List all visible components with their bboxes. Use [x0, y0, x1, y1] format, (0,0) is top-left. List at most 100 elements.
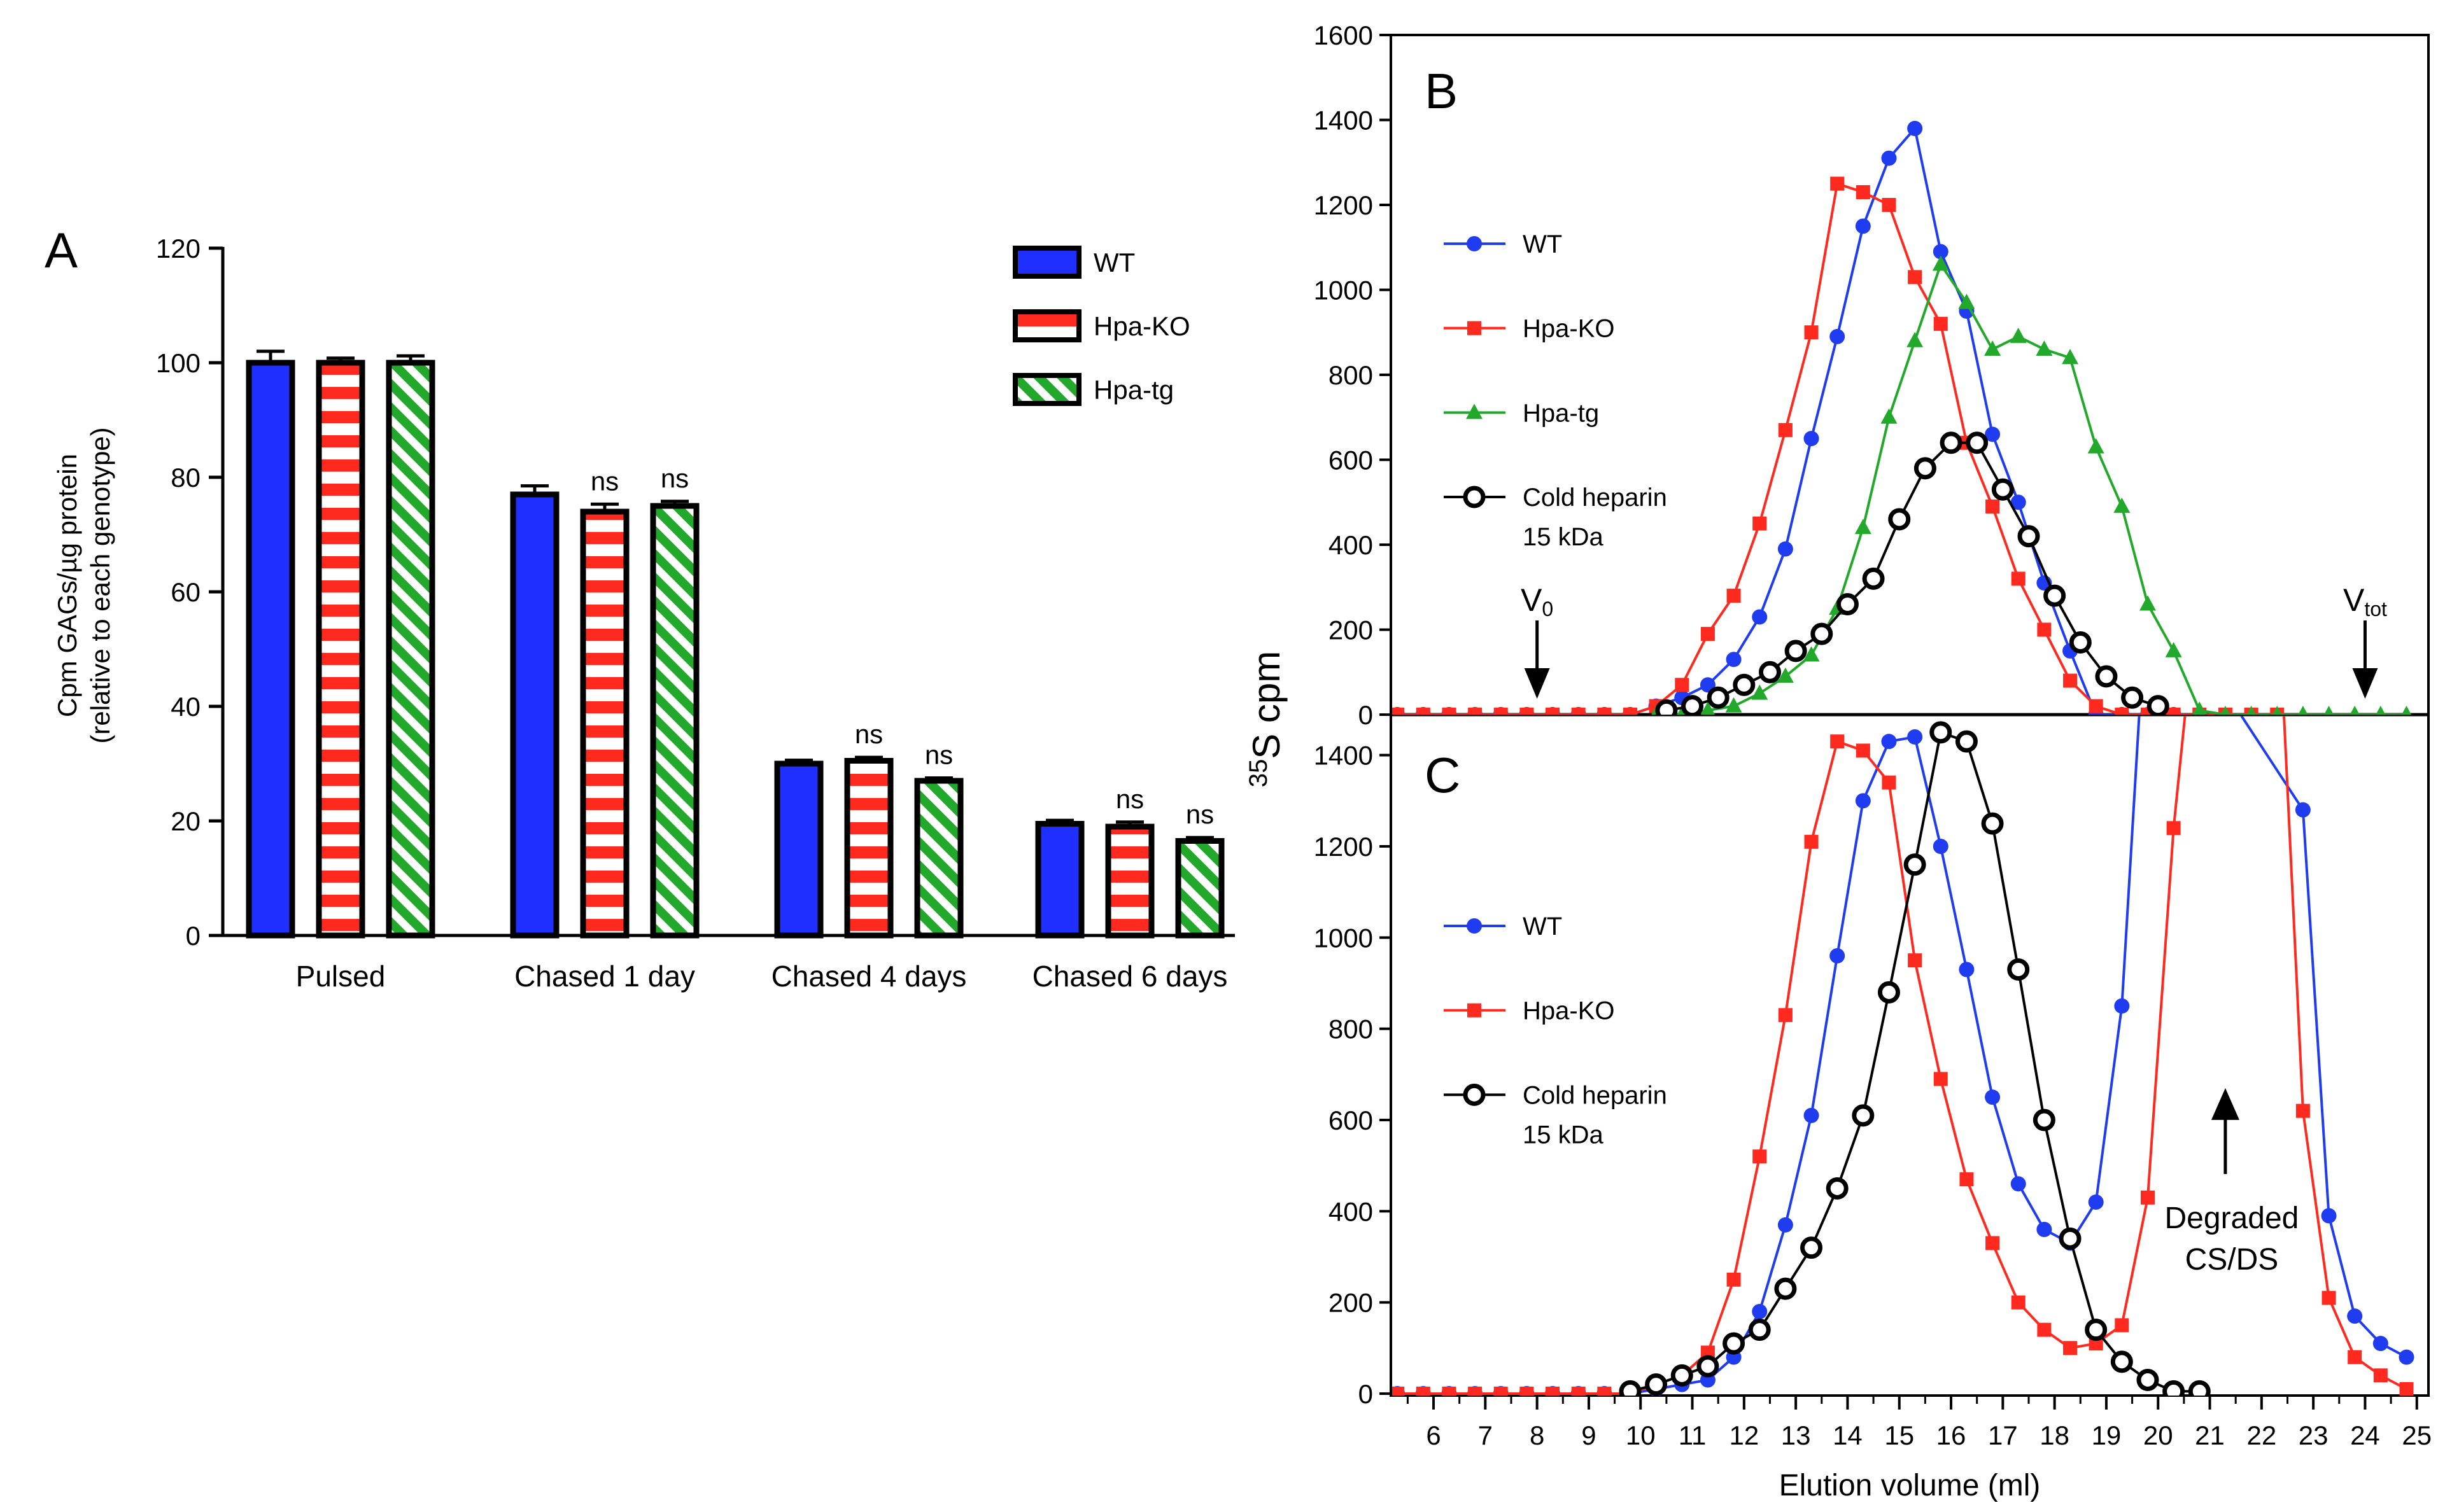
data-point-square	[2115, 1318, 2129, 1333]
c-x-tick-label: 17	[1988, 1420, 2018, 1450]
data-point-open-circle	[1966, 431, 1989, 454]
data-point-square	[1778, 423, 1793, 437]
c-legend-label-2: 15 kDa	[1523, 1121, 1603, 1149]
data-point-circle	[2372, 1336, 2388, 1352]
data-point-triangle	[2139, 595, 2156, 611]
data-point-square	[1856, 185, 1870, 199]
b-series-cold-heparin-15-kda	[1655, 431, 2169, 715]
data-point-square	[1519, 708, 1534, 715]
a-y-tick-label: 60	[171, 577, 201, 607]
data-point-circle	[1855, 793, 1871, 809]
data-point-square	[2348, 1350, 2362, 1364]
b-y-tick-label: 1400	[1314, 106, 1373, 136]
data-point-circle	[1726, 652, 1742, 668]
data-point-circle	[1985, 426, 2001, 442]
data-point-triangle	[1854, 519, 1871, 535]
b-annotation-sub: 0	[1542, 598, 1553, 620]
data-point-square	[2373, 1368, 2388, 1383]
panel-c-label: C	[1425, 747, 1460, 803]
data-point-triangle	[2087, 438, 2104, 454]
data-point-circle	[1803, 1107, 1819, 1123]
data-point-circle	[1959, 962, 1975, 977]
c-y-tick-label: 1400	[1314, 741, 1373, 771]
b-annotation-main: V	[1521, 582, 1542, 618]
data-point-circle	[1752, 609, 1768, 625]
data-point-triangle	[2036, 340, 2053, 356]
c-x-tick-label: 19	[2092, 1420, 2122, 1450]
c-y-tick-label: 600	[1328, 1105, 1373, 1135]
data-point-open-circle	[2095, 665, 2118, 688]
data-point-square	[2011, 571, 2026, 586]
data-point-circle	[1803, 431, 1819, 447]
c-series-hpa-ko	[1392, 716, 2414, 1396]
a-y-tick-label: 100	[156, 348, 201, 378]
data-point-circle	[2295, 802, 2311, 818]
data-point-open-circle	[1810, 622, 1833, 645]
data-point-circle	[1752, 1304, 1768, 1319]
data-point-circle	[2399, 1349, 2414, 1365]
b-annotation-arrow-head	[1524, 668, 1550, 699]
c-x-tick-label: 8	[1530, 1420, 1544, 1450]
a-bar	[1105, 823, 1155, 939]
data-point-triangle	[2113, 497, 2131, 513]
data-point-circle	[2010, 1176, 2026, 1192]
data-point-circle	[2010, 494, 2026, 510]
data-point-open-circle	[1862, 567, 1885, 590]
b-series-hpa-ko	[1392, 176, 2285, 715]
data-point-open-circle	[2110, 1350, 2133, 1373]
data-point-triangle	[2165, 641, 2182, 657]
data-point-open-circle	[1463, 486, 1486, 508]
b-annotation-label: Vtot	[2343, 582, 2387, 620]
c-annotation-line1: Degraded	[2165, 1201, 2299, 1235]
data-point-open-circle	[2033, 1109, 2055, 1131]
data-point-square	[1726, 589, 1741, 603]
data-point-open-circle	[1723, 1332, 1745, 1355]
b-series-line	[1397, 182, 2278, 715]
data-point-open-circle	[2085, 1319, 2108, 1341]
c-x-tick-label: 24	[2350, 1420, 2380, 1450]
data-point-triangle	[1803, 646, 1820, 662]
data-point-triangle	[2376, 706, 2386, 715]
data-point-circle	[2321, 1208, 2337, 1224]
data-point-triangle	[1906, 332, 1924, 347]
c-series-cold-heparin-15-kda	[1619, 721, 2211, 1396]
panel-a-bar-chart: A 0 20 40 60 80 100 120 ns ns ns ns ns ns Pulsed Cha…	[45, 222, 1235, 993]
a-bar	[1175, 838, 1225, 939]
a-ns-annotation: ns	[1116, 784, 1144, 814]
data-point-open-circle	[2069, 631, 2092, 654]
data-point-triangle	[1725, 697, 1742, 713]
data-point-triangle	[1932, 255, 1949, 271]
a-ns-annotation: ns	[925, 740, 953, 770]
data-point-square	[1416, 708, 1430, 715]
a-y-tick-label: 80	[171, 463, 201, 493]
data-point-open-circle	[1748, 1319, 1771, 1341]
data-point-open-circle	[2136, 1369, 2159, 1391]
a-bar	[774, 760, 824, 939]
data-point-open-circle	[1991, 478, 2014, 501]
data-point-circle	[1829, 328, 1845, 344]
data-point-square	[1959, 1172, 1974, 1187]
panel-a-y-axis-title: Cpm GAGs/µg protein (relative to each ge…	[52, 427, 115, 743]
a-bar	[650, 503, 700, 939]
data-point-triangle	[1958, 293, 1975, 309]
data-point-square	[1804, 834, 1819, 849]
c-y-tick-label: 200	[1328, 1288, 1373, 1318]
b-y-tick-label: 0	[1358, 700, 1373, 730]
panel-c-x-axis: 6 7 8 9 10 11 12 13 14 15 16 17 18 19 20 21 22 23 24 25	[1406, 1396, 2432, 1450]
data-point-square	[2115, 708, 2129, 715]
a-bar	[246, 360, 295, 939]
data-point-square	[1908, 953, 1922, 968]
a-legend-label: Hpa-KO	[1094, 311, 1190, 341]
data-point-open-circle	[2162, 1380, 2185, 1396]
c-x-tick-label: 20	[2143, 1420, 2173, 1450]
data-point-triangle	[2272, 706, 2282, 715]
data-point-square	[1493, 1387, 1508, 1396]
c-annotation-line2: CS/DS	[2185, 1243, 2279, 1277]
a-y-tick-label: 40	[171, 692, 201, 722]
data-point-square	[1752, 516, 1767, 531]
panel-b-series	[1392, 120, 2412, 715]
data-point-square	[1546, 1387, 1560, 1396]
data-point-open-circle	[1681, 695, 1704, 715]
a-bar	[510, 491, 560, 939]
data-point-open-circle	[1826, 1177, 1849, 1200]
